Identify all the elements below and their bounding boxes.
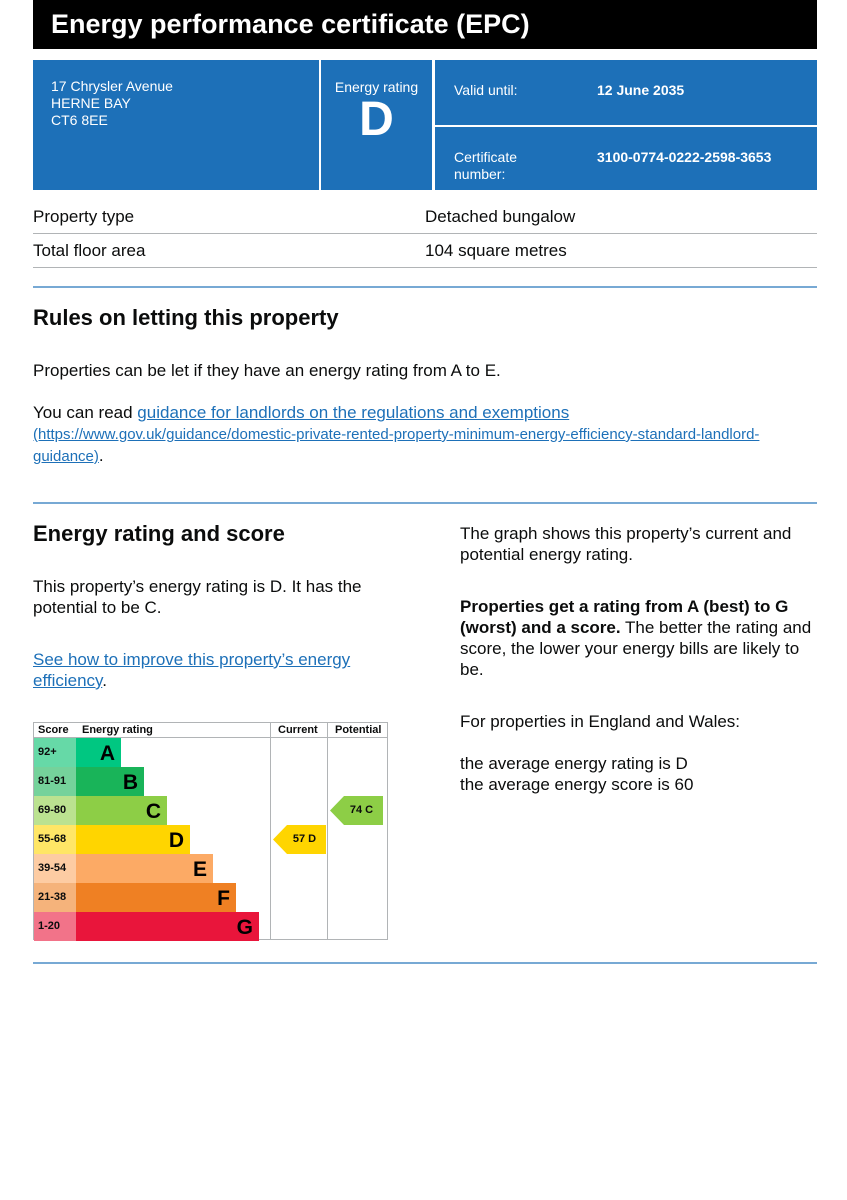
- rules-text: Properties can be let if they have an en…: [33, 361, 501, 380]
- energy-heading: Energy rating and score: [33, 521, 285, 546]
- column-divider: [270, 723, 271, 939]
- band-score-E: 39-54: [34, 854, 76, 883]
- rating-explanation-rest: The better the rating and score, the low…: [460, 618, 812, 679]
- property-label: Property type: [33, 207, 135, 226]
- band-score-B: 81-91: [34, 767, 76, 796]
- property-row: Property type Detached bungalow: [33, 200, 817, 234]
- property-label: Total floor area: [33, 241, 146, 260]
- certificate-number: 3100-0774-0222-2598-3653: [597, 149, 772, 165]
- header-potential: Potential: [335, 724, 382, 736]
- energy-rating-label: Energy rating: [334, 79, 419, 95]
- average-score: the average energy score is 60: [460, 775, 694, 794]
- divider: [33, 286, 817, 288]
- guidance-link[interactable]: guidance for landlords on the regulation…: [137, 403, 570, 422]
- band-bar-D: D: [76, 825, 190, 854]
- band-bar-C: C: [76, 796, 167, 825]
- certificate-box: Certificate number: 3100-0774-0222-2598-…: [435, 127, 817, 190]
- guidance-url[interactable]: (https://www.gov.uk/guidance/domestic-pr…: [33, 426, 760, 465]
- graph-explanation: The graph shows this property’s current …: [460, 524, 792, 564]
- band-score-F: 21-38: [34, 883, 76, 912]
- band-bar-G: G: [76, 912, 259, 941]
- header-score: Score: [38, 724, 69, 736]
- energy-rating-graph: Score Energy rating Current Potential 92…: [33, 722, 388, 941]
- band-score-D: 55-68: [34, 825, 76, 854]
- page-title: Energy performance certificate (EPC): [33, 0, 817, 49]
- energy-rating-value: D: [359, 93, 394, 146]
- average-rating: the average energy rating is D: [460, 754, 688, 773]
- property-row: Total floor area 104 square metres: [33, 234, 817, 268]
- property-value: 104 square metres: [425, 241, 567, 260]
- address-line3: CT6 8EE: [51, 112, 108, 128]
- rating-explanation: Properties get a rating from A (best) to…: [460, 596, 820, 680]
- improve-paragraph: See how to improve this property’s energ…: [33, 649, 403, 691]
- header-energy-rating: Energy rating: [82, 724, 153, 736]
- address-line1: 17 Chrysler Avenue: [51, 78, 173, 94]
- improve-suffix: .: [102, 671, 108, 690]
- column-divider: [327, 723, 328, 939]
- address-box: 17 Chrysler Avenue HERNE BAY CT6 8EE: [33, 60, 319, 190]
- valid-until-label: Valid until:: [454, 82, 518, 98]
- rules-guidance: You can read guidance for landlords on t…: [33, 402, 823, 467]
- band-bar-E: E: [76, 854, 213, 883]
- band-bar-F: F: [76, 883, 236, 912]
- header-current: Current: [278, 724, 318, 736]
- band-score-C: 69-80: [34, 796, 76, 825]
- band-bar-A: A: [76, 738, 121, 767]
- band-score-A: 92+: [34, 738, 76, 767]
- header-divider: [34, 737, 387, 738]
- rating-explanation-bold: Properties get a rating from A (best) to…: [460, 597, 789, 637]
- band-score-G: 1-20: [34, 912, 76, 941]
- certificate-label: Certificate number:: [454, 149, 518, 182]
- guidance-suffix: .: [98, 446, 104, 465]
- guidance-prefix: You can read: [33, 403, 138, 422]
- valid-until-box: Valid until: 12 June 2035: [435, 60, 817, 125]
- property-value: Detached bungalow: [425, 207, 576, 226]
- energy-text: This property’s energy rating is D. It h…: [33, 577, 362, 617]
- valid-until-value: 12 June 2035: [597, 82, 685, 98]
- improve-link[interactable]: See how to improve this property’s energ…: [33, 650, 351, 690]
- england-wales-text: For properties in England and Wales:: [460, 712, 741, 731]
- potential-rating-arrow: 74 C: [330, 796, 383, 825]
- energy-rating-box: Energy rating D: [321, 60, 432, 190]
- divider: [33, 962, 817, 964]
- rules-heading: Rules on letting this property: [33, 305, 339, 330]
- address-line2: HERNE BAY: [51, 95, 131, 111]
- band-bar-B: B: [76, 767, 144, 796]
- current-rating-arrow: 57 D: [273, 825, 326, 854]
- divider: [33, 502, 817, 504]
